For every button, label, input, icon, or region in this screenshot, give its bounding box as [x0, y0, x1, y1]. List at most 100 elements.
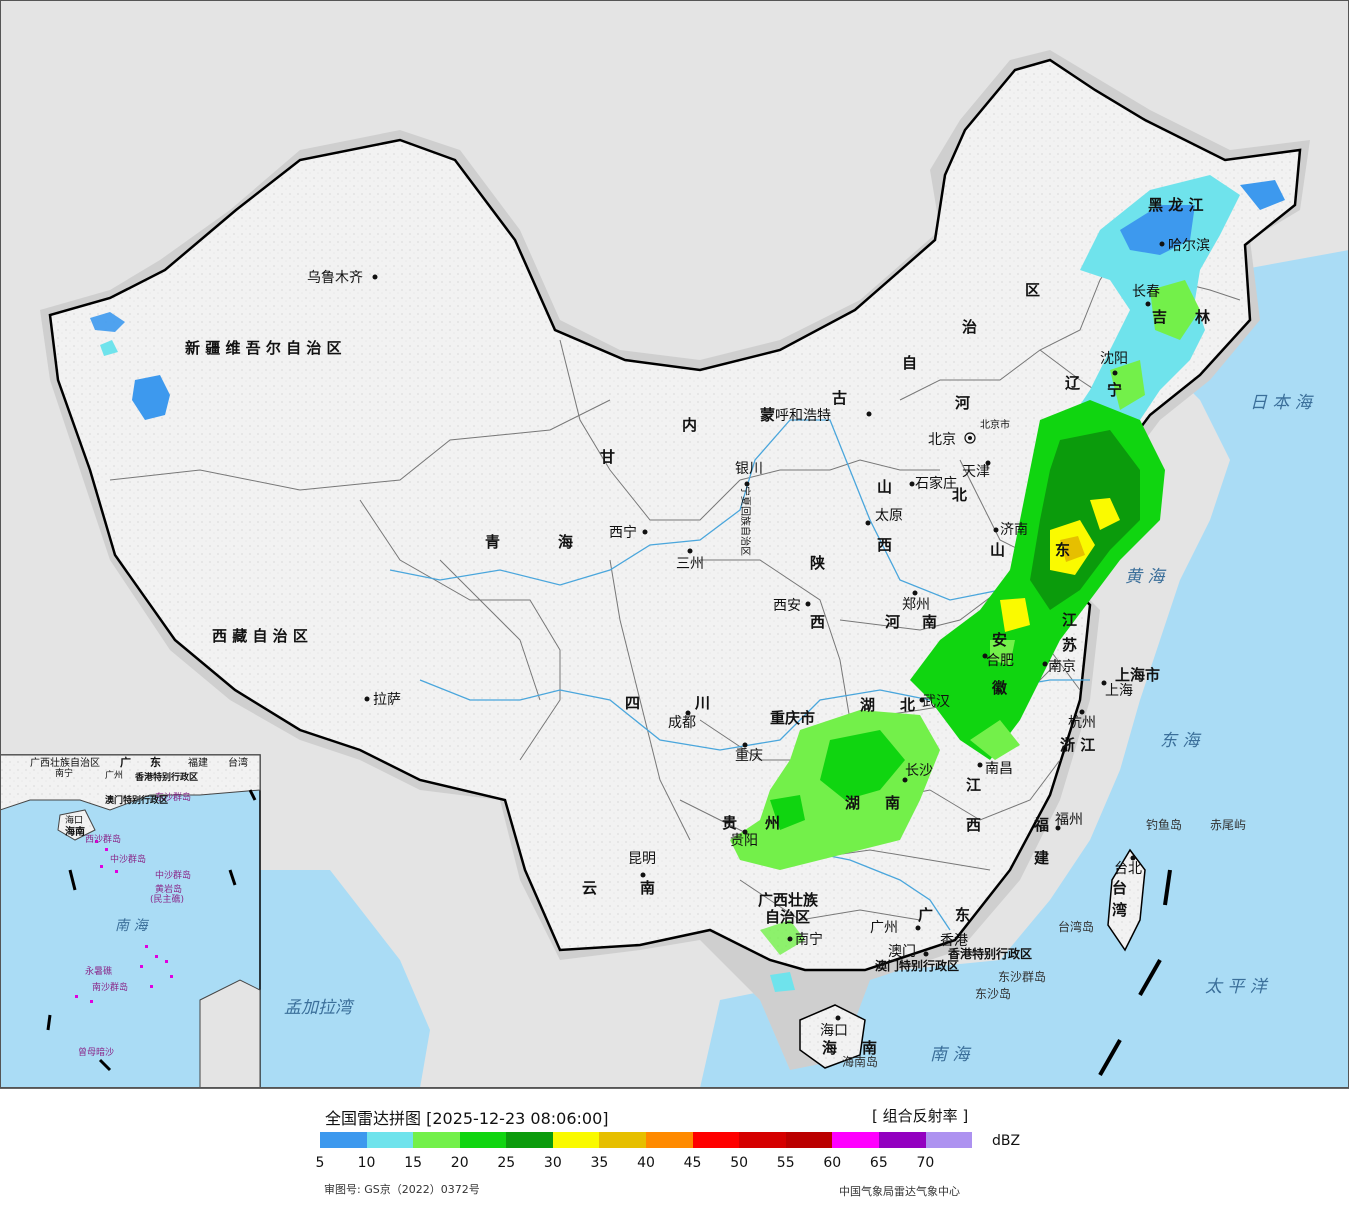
island-dongsha-dao: 东沙岛 [975, 986, 1011, 1001]
colorbar-tick-label: 15 [404, 1155, 423, 1171]
inset-zhongsha: 中沙群岛 [110, 853, 146, 865]
inset-minzhu: (民主礁) [150, 893, 184, 905]
city-jinan: 济南 [1000, 522, 1028, 538]
label-guizhou-2: 州 [764, 814, 780, 832]
label-henan-1: 河 [885, 613, 900, 631]
city-nanchang: 南昌 [985, 761, 1013, 777]
province-labels: 新 疆 维 吾 尔 自 治 区 西 藏 自 治 区 青 海 甘 四 川 云 南 … [185, 196, 1211, 1057]
city-labels: 乌鲁木齐 拉萨 西宁 三州 银川 呼和浩特 北京 北京市 天津 石家庄 太原 西… [307, 238, 1210, 1039]
ocean-east [700, 250, 1349, 1088]
label-sichuan-1: 四 [625, 694, 640, 712]
sea-japan: 日 本 海 [1250, 393, 1315, 413]
sea-labels: 日 本 海 黄 海 东 海 太 平 洋 南 海 孟加拉湾 南 海 [115, 393, 1315, 1065]
sea-east: 东 海 [1160, 731, 1202, 751]
label-ningxia: 宁夏回族自治区 [739, 486, 752, 556]
label-hainan-1: 海 [822, 1039, 837, 1057]
colorbar-tick-label: 50 [730, 1155, 749, 1171]
label-neimenggu-1: 内 [682, 416, 697, 434]
inset-fujian: 福建 [188, 756, 208, 769]
island-labels: 钓鱼岛 赤尾屿 台湾岛 东沙群岛 东沙岛 海南岛 西沙群岛 中沙群岛 中沙群岛 … [78, 791, 1246, 1069]
label-hebei-1: 河 [955, 394, 970, 412]
label-heilongjiang: 黑 龙 江 [1148, 196, 1203, 214]
city-changsha: 长沙 [905, 763, 933, 779]
label-zhejiang: 浙 江 [1060, 736, 1095, 754]
city-shanghai: 上海 [1105, 683, 1133, 699]
colorbar-segment [366, 1132, 414, 1148]
colorbar-tick-label: 35 [590, 1155, 609, 1171]
label-neimenggu-4: 自 [902, 354, 917, 372]
city-xining: 西宁 [609, 524, 637, 541]
radar-echo-east-band [910, 400, 1165, 760]
colorbar-segment [599, 1132, 647, 1148]
city-changchun: 长春 [1132, 284, 1160, 300]
label-jilin-1: 吉 [1152, 308, 1167, 326]
colorbar-segment [878, 1132, 926, 1148]
label-sichuan-2: 川 [694, 694, 710, 712]
sea-south: 南 海 [930, 1045, 972, 1065]
label-shaanxi-1: 陕 [810, 554, 825, 572]
sea-pacific: 太 平 洋 [1205, 977, 1269, 997]
city-xian: 西安 [773, 598, 801, 614]
inset-dongsha: 东沙群岛 [155, 791, 191, 803]
colorbar-segment [413, 1132, 460, 1148]
label-shandong-1: 山 [990, 541, 1005, 559]
city-guiyang: 贵阳 [730, 833, 758, 849]
label-hunan-2: 南 [885, 794, 900, 812]
legend-product: [ 组合反射率 ] [872, 1107, 969, 1125]
inset-hainan: 海南 [65, 825, 85, 838]
radar-map: 新 疆 维 吾 尔 自 治 区 西 藏 自 治 区 青 海 甘 四 川 云 南 … [0, 0, 1349, 1088]
city-taibei: 台北 [1114, 861, 1142, 877]
label-jiangxi-1: 江 [966, 776, 981, 794]
city-shijiazhuang: 石家庄 [915, 475, 957, 492]
colorbar-unit: dBZ [992, 1133, 1021, 1149]
label-jiangsu-1: 江 [1062, 611, 1077, 629]
city-hangzhou: 杭州 [1068, 715, 1096, 731]
city-hohhot: 呼和浩特 [775, 408, 831, 424]
island-taiwan: 台湾岛 [1058, 919, 1094, 934]
label-fujian-1: 福 [1033, 816, 1049, 834]
sea-yellow: 黄 海 [1125, 567, 1167, 587]
inset-zhongsha-2: 中沙群岛 [155, 869, 191, 881]
label-liaoning-1: 辽 [1065, 374, 1080, 392]
label-guizhou-1: 贵 [722, 814, 737, 832]
label-yunnan-1: 云 [582, 879, 597, 897]
city-shenyang: 沈阳 [1100, 351, 1128, 367]
colorbar-segment [646, 1132, 693, 1148]
label-macau-sar: 澳门特别行政区 [875, 958, 959, 973]
city-guangzhou: 广州 [870, 920, 898, 936]
inset-zengmu: 曾母暗沙 [78, 1046, 114, 1058]
label-neimenggu-2: 蒙 [760, 406, 775, 424]
label-qinghai-1: 青 [485, 533, 500, 551]
legend-panel: 全国雷达拼图 [2025-12-23 08:06:00] [ 组合反射率 ] 5… [0, 1088, 1349, 1209]
colorbar-ticks: 5 10 15 20 25 30 35 40 45 50 55 60 65 70 [316, 1155, 1020, 1175]
island-chiwei: 赤尾屿 [1210, 818, 1246, 832]
label-neimenggu-3: 古 [832, 389, 847, 407]
inset-labels: 广西壮族自治区 广 东 福建 台湾 南宁 广州 香港特别行政区 澳门特别行政区 … [30, 755, 248, 838]
boundary-segments [1098, 869, 1172, 1076]
label-guangxi-1: 广西壮族 [758, 891, 819, 909]
label-neimenggu-6: 区 [1025, 281, 1040, 299]
sea-bengal: 孟加拉湾 [284, 998, 355, 1018]
colorbar-tick-label: 70 [916, 1155, 935, 1171]
inset-guangzhou: 广州 [105, 769, 123, 781]
colorbar-segment [739, 1132, 786, 1148]
inset-macau: 澳门特别行政区 [105, 794, 168, 806]
city-lhasa: 拉萨 [373, 692, 401, 708]
colorbar-segment [552, 1132, 600, 1148]
colorbar-segment [692, 1132, 740, 1148]
inset-guangdong-1: 广 [120, 755, 131, 769]
label-liaoning-2: 宁 [1107, 381, 1122, 399]
label-xizang: 西 藏 自 治 区 [212, 627, 308, 645]
label-jilin-2: 林 [1195, 308, 1211, 326]
label-taiwan-2: 湾 [1112, 901, 1127, 919]
hainan-island [799, 1004, 866, 1069]
inset-nanning: 南宁 [55, 767, 73, 779]
label-anhui-1: 安 [992, 631, 1007, 649]
label-qinghai-2: 海 [558, 533, 573, 551]
agency-credit: 中国气象局雷达气象中心 [839, 1185, 960, 1198]
city-macau: 澳门 [888, 944, 916, 960]
inset-hk: 香港特别行政区 [134, 771, 198, 783]
radar-echo-xinjiang [90, 312, 170, 420]
ocean-bengal [260, 870, 430, 1088]
